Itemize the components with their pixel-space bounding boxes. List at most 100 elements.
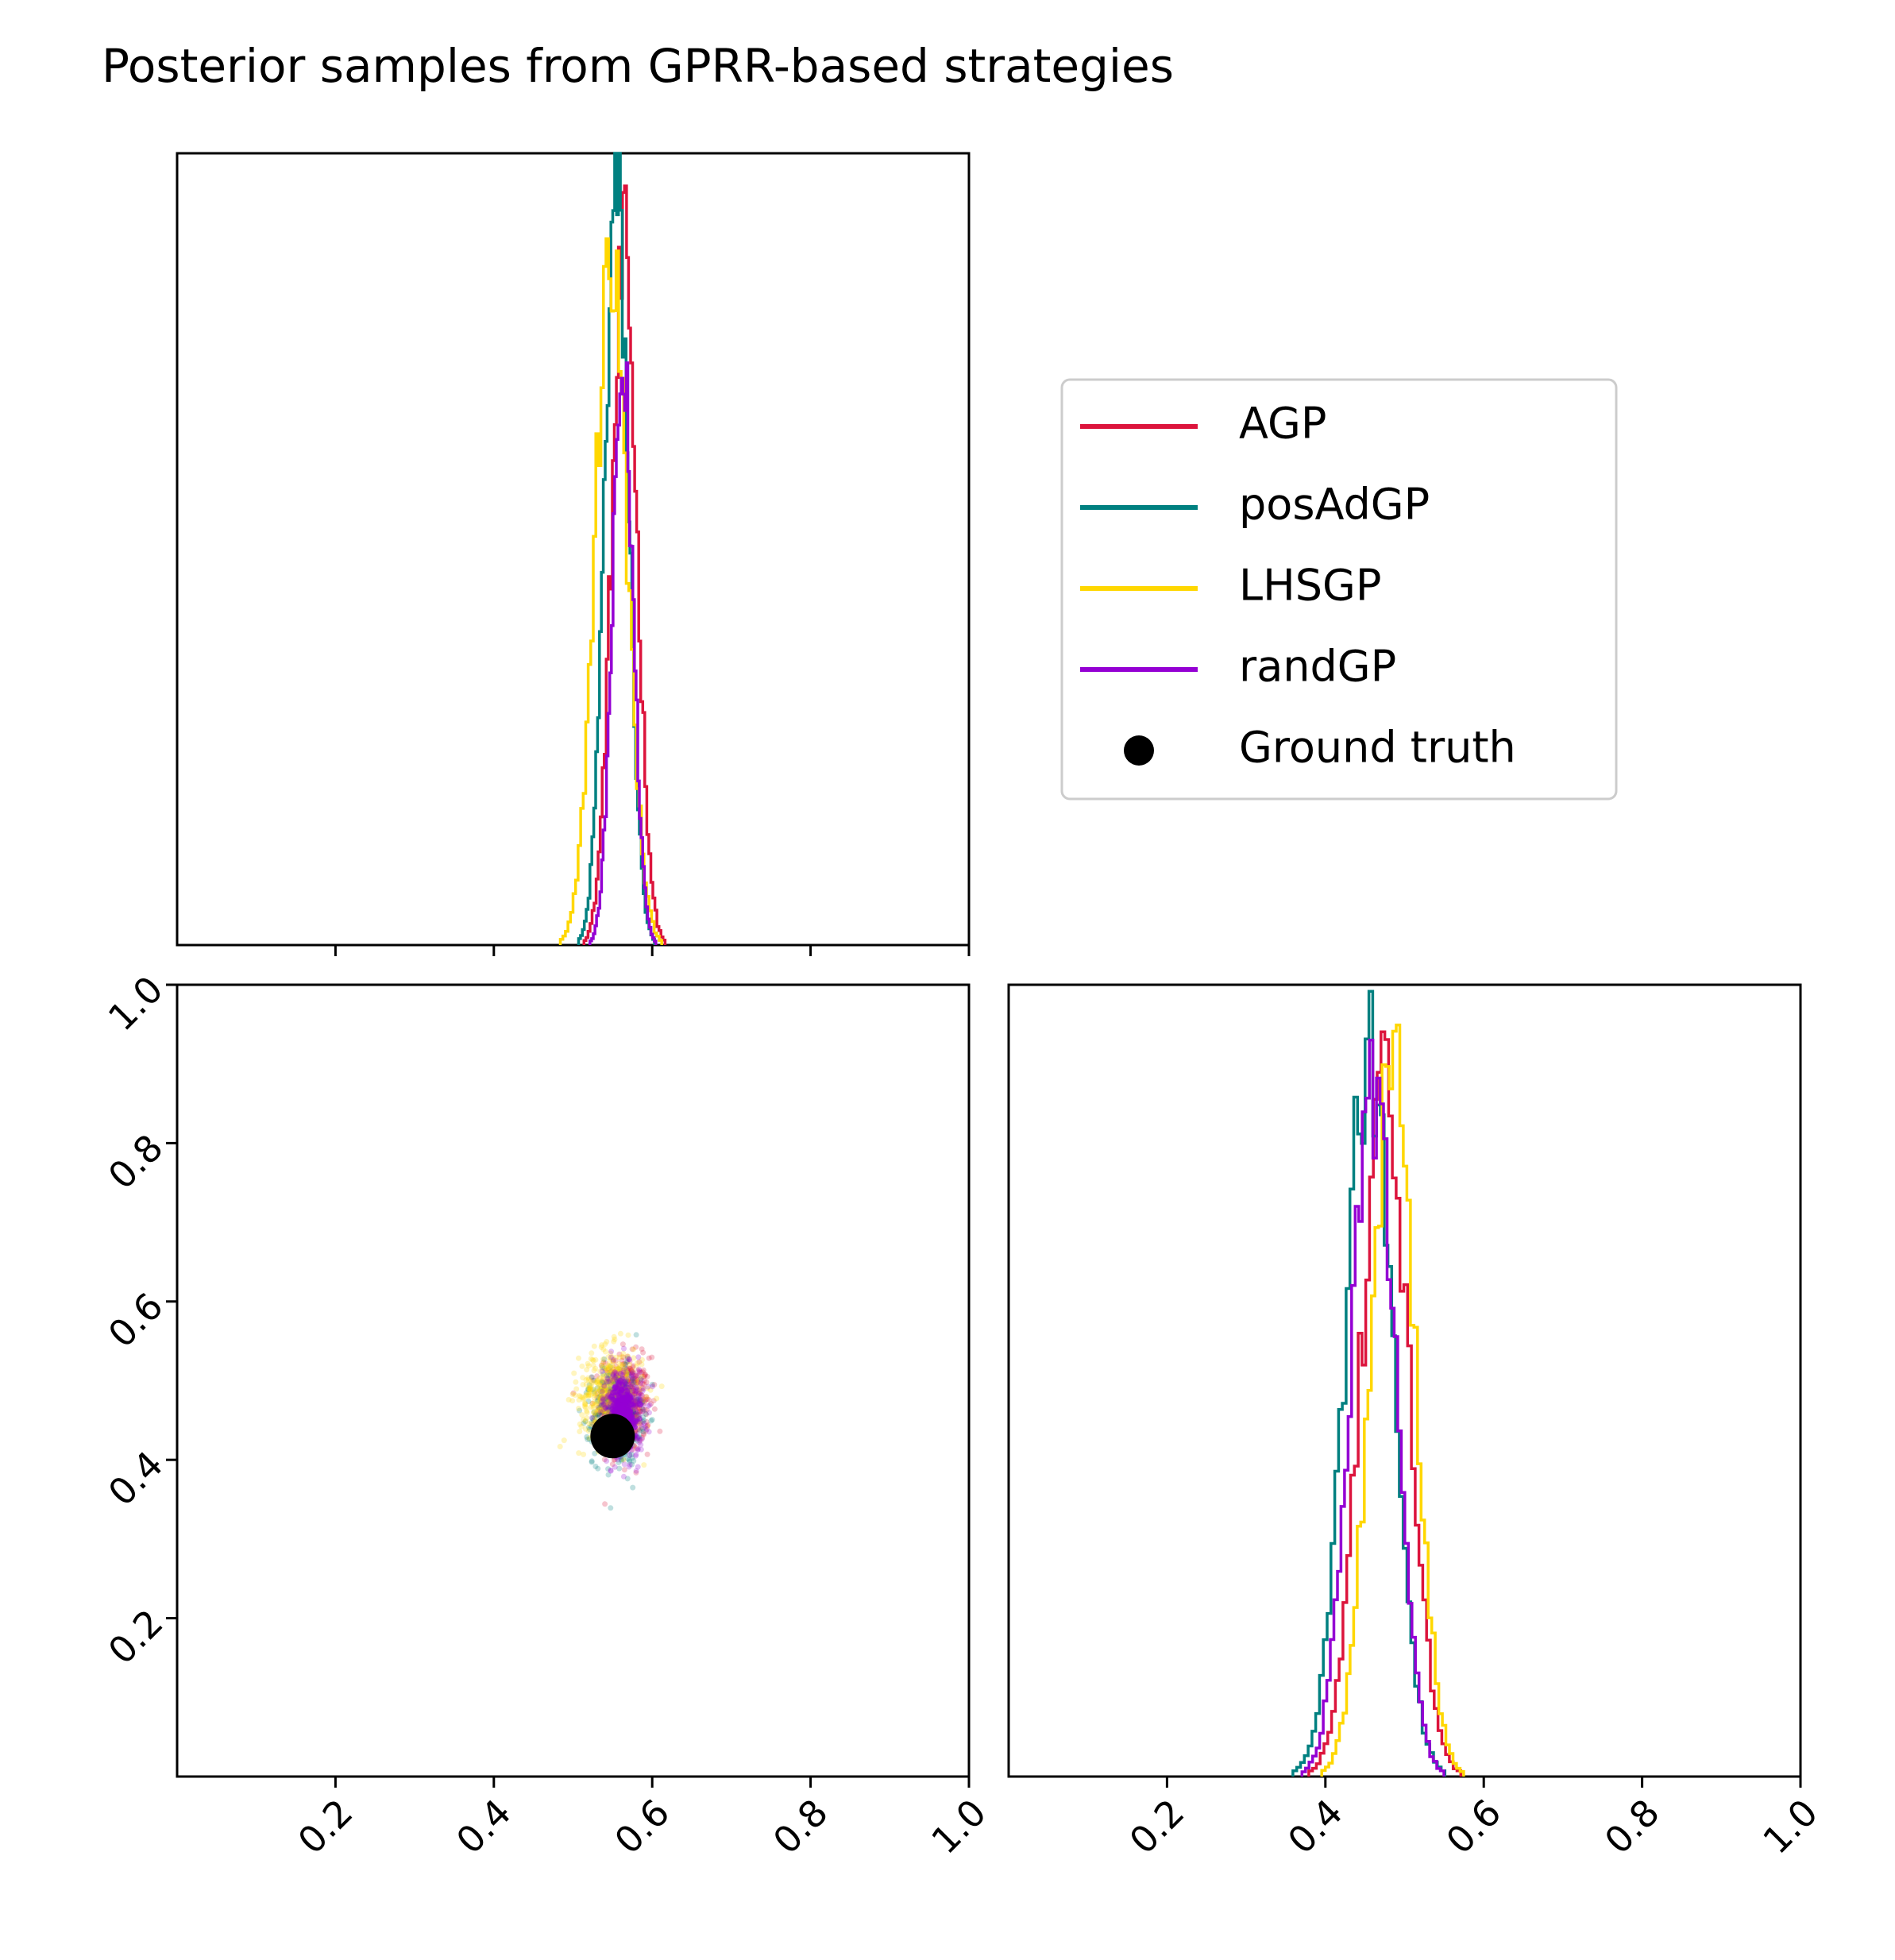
scatter-point-LHSGP (602, 1386, 608, 1392)
scatter-point-LHSGP (596, 1375, 603, 1381)
scatter-point-LHSGP (600, 1356, 606, 1362)
scatter-point-AGP (632, 1386, 639, 1392)
scatter-point-LHSGP (597, 1368, 604, 1375)
scatter-point-AGP (599, 1378, 605, 1384)
scatter-point-LHSGP (607, 1399, 613, 1405)
scatter-point-posAdGP (596, 1411, 602, 1418)
scatter-point-LHSGP (584, 1367, 590, 1373)
scatter-point-LHSGP (635, 1383, 641, 1389)
scatter-point-LHSGP (592, 1365, 599, 1372)
scatter-point-AGP (609, 1379, 616, 1385)
top-left-histograms (558, 152, 667, 945)
scatter-point-posAdGP (605, 1375, 612, 1382)
scatter-point-AGP (634, 1412, 640, 1418)
scatter-point-AGP (601, 1456, 608, 1463)
scatter-point-LHSGP (609, 1375, 616, 1382)
scatter-point-randGP (603, 1405, 609, 1411)
scatter-point-randGP (635, 1435, 641, 1441)
scatter-point-posAdGP (608, 1368, 614, 1375)
scatter-point-LHSGP (616, 1371, 623, 1377)
scatter-point-LHSGP (625, 1332, 631, 1338)
scatter-point-AGP (644, 1396, 650, 1402)
scatter-point-LHSGP (616, 1366, 622, 1372)
scatter-point-randGP (640, 1408, 646, 1414)
scatter-point-LHSGP (585, 1377, 592, 1383)
scatter-point-AGP (603, 1395, 609, 1401)
scatter-point-AGP (635, 1409, 641, 1415)
scatter-point-randGP (635, 1366, 642, 1372)
scatter-point-LHSGP (590, 1404, 596, 1410)
scatter-point-LHSGP (587, 1386, 593, 1392)
scatter-point-AGP (624, 1358, 631, 1364)
scatter-point-randGP (629, 1370, 635, 1376)
scatter-point-AGP (619, 1361, 626, 1368)
scatter-point-AGP (611, 1377, 617, 1383)
scatter-point-AGP (628, 1375, 634, 1382)
scatter-point-randGP (633, 1468, 639, 1474)
scatter-point-randGP (630, 1369, 636, 1375)
scatter-point-LHSGP (584, 1415, 590, 1421)
scatter-point-AGP (641, 1381, 647, 1387)
scatter-point-posAdGP (604, 1402, 611, 1409)
scatter-point-randGP (608, 1348, 615, 1355)
scatter-point-LHSGP (600, 1372, 607, 1379)
scatter-point-randGP (632, 1399, 639, 1405)
scatter-point-posAdGP (592, 1450, 598, 1456)
scatter-point-LHSGP (604, 1364, 611, 1371)
legend-label: randGP (1239, 642, 1396, 692)
scatter-point-LHSGP (611, 1333, 617, 1340)
scatter-point-randGP (631, 1391, 638, 1397)
scatter-point-posAdGP (600, 1387, 606, 1394)
scatter-point-LHSGP (636, 1377, 643, 1383)
scatter-point-AGP (646, 1397, 652, 1403)
scatter-point-AGP (609, 1461, 616, 1468)
ground-truth-marker (590, 1414, 635, 1459)
scatter-point-posAdGP (600, 1371, 606, 1377)
scatter-point-AGP (627, 1379, 633, 1385)
scatter-point-randGP (642, 1425, 648, 1431)
scatter-point-LHSGP (611, 1338, 617, 1345)
scatter-point-posAdGP (638, 1375, 644, 1382)
scatter-point-LHSGP (614, 1374, 620, 1379)
scatter-point-AGP (627, 1366, 634, 1372)
scatter-point-AGP (637, 1376, 643, 1383)
scatter-point-LHSGP (600, 1407, 606, 1414)
scatter-point-LHSGP (598, 1387, 604, 1393)
histogram-randGP (1300, 1038, 1445, 1777)
scatter-point-LHSGP (609, 1379, 615, 1385)
scatter-point-posAdGP (594, 1399, 600, 1404)
scatter-point-AGP (598, 1409, 604, 1415)
x-tick-label: 0.6 (606, 1791, 677, 1862)
scatter-point-AGP (621, 1467, 627, 1473)
scatter-point-LHSGP (634, 1379, 640, 1386)
scatter-point-AGP (602, 1397, 608, 1403)
scatter-point-LHSGP (644, 1385, 650, 1391)
scatter-point-AGP (640, 1396, 646, 1402)
scatter-point-AGP (625, 1381, 631, 1387)
scatter-point-AGP (612, 1369, 618, 1375)
scatter-point-LHSGP (583, 1418, 589, 1424)
scatter-point-posAdGP (585, 1436, 591, 1442)
scatter-point-AGP (637, 1391, 643, 1397)
scatter-point-AGP (589, 1400, 596, 1406)
scatter-point-LHSGP (623, 1372, 629, 1378)
scatter-point-LHSGP (616, 1370, 622, 1376)
scatter-point-AGP (600, 1383, 607, 1389)
scatter-point-AGP (623, 1371, 629, 1377)
scatter-point-LHSGP (582, 1401, 589, 1407)
bottom-right-histogram-panel: 0.2 0.4 0.6 0.8 1.0 (1007, 983, 1826, 1862)
scatter-point-LHSGP (587, 1387, 593, 1393)
scatter-point-posAdGP (581, 1420, 587, 1426)
scatter-point-LHSGP (589, 1356, 596, 1363)
scatter-point-randGP (600, 1402, 607, 1407)
scatter-point-AGP (629, 1381, 635, 1387)
scatter-point-AGP (650, 1398, 657, 1404)
scatter-point-posAdGP (589, 1458, 595, 1464)
scatter-point-AGP (595, 1406, 601, 1413)
scatter-point-posAdGP (585, 1399, 592, 1405)
scatter-point-LHSGP (585, 1360, 591, 1367)
scatter-point-randGP (601, 1383, 608, 1389)
scatter-point-AGP (616, 1368, 622, 1375)
scatter-point-LHSGP (603, 1400, 609, 1406)
scatter-point-randGP (635, 1354, 642, 1360)
